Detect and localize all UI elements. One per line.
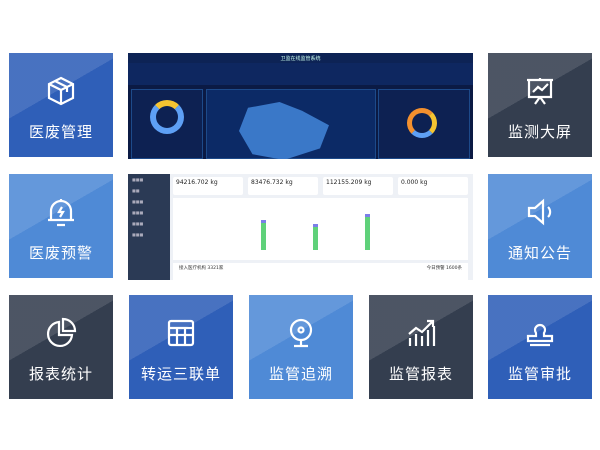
stat-unit: kg	[285, 179, 293, 186]
box-icon	[47, 76, 75, 106]
stat-unit: kg	[364, 179, 372, 186]
speaker-icon	[527, 198, 552, 226]
stat-value: 94216.702	[176, 179, 209, 186]
tile-label: 监管审批	[507, 365, 572, 383]
presentation-chart-icon	[527, 78, 553, 105]
stat-card: 83476.732 kg	[248, 177, 318, 195]
tile-label: 报表统计	[28, 365, 93, 383]
camera-icon	[289, 318, 313, 348]
bar	[261, 220, 266, 250]
tile-transfer-manifest[interactable]: 转运三联单	[129, 295, 233, 399]
stamp-icon	[526, 323, 554, 347]
tile-label: 医废预警	[28, 244, 93, 262]
bar	[365, 214, 370, 250]
stat-card: 94216.702 kg	[173, 177, 243, 195]
tile-label: 通知公告	[507, 244, 572, 262]
dashboard-title: 卫监在线监管系统	[280, 55, 321, 62]
bar	[313, 224, 318, 250]
tile-label: 监管追溯	[268, 365, 333, 383]
institutions-count: 接入医疗机构 3321家	[179, 266, 224, 271]
right-panel	[378, 89, 470, 159]
stat-value: 0.000	[401, 179, 419, 186]
tile-medical-waste-management[interactable]: 医废管理	[9, 53, 113, 157]
alarm-bell-icon	[48, 199, 74, 227]
tile-supervision-trace[interactable]: 监管追溯	[249, 295, 353, 399]
tile-medical-waste-warning[interactable]: 医废预警	[9, 174, 113, 278]
stat-unit: kg	[420, 179, 428, 186]
tile-report-statistics[interactable]: 报表统计	[9, 295, 113, 399]
stat-value: 112155.209	[326, 179, 363, 186]
tile-supervision-approval[interactable]: 监管审批	[488, 295, 592, 399]
stat-unit: kg	[210, 179, 218, 186]
table-grid-icon	[167, 319, 195, 347]
bottom-summary: 接入医疗机构 3321家 今日预警 1600条	[173, 263, 468, 280]
stat-card: 0.000 kg	[398, 177, 468, 195]
tile-supervision-report[interactable]: 监管报表	[369, 295, 473, 399]
tile-label: 监管报表	[388, 365, 453, 383]
sidebar: ■■■ ■■ ■■■ ■■■ ■■■ ■■■	[128, 174, 170, 280]
tile-monitoring-screen[interactable]: 监测大屏	[488, 53, 592, 157]
stat-value: 83476.732	[251, 179, 284, 186]
bar-trend-icon	[408, 319, 436, 346]
tile-label: 监测大屏	[507, 123, 572, 141]
left-panel	[131, 89, 203, 159]
bar-chart-preview	[173, 198, 468, 260]
map-panel	[206, 89, 376, 159]
tile-label: 转运三联单	[140, 365, 221, 383]
admin-preview-screenshot[interactable]: ■■■ ■■ ■■■ ■■■ ■■■ ■■■ 94216.702 kg 83476.732…	[128, 174, 473, 280]
donut-chart	[407, 108, 437, 138]
pie-chart-icon	[46, 317, 77, 348]
region-map	[239, 102, 329, 159]
stat-card: 112155.209 kg	[323, 177, 393, 195]
donut-chart	[150, 100, 184, 134]
warnings-count: 今日预警 1600条	[426, 266, 462, 271]
tile-label: 医废管理	[28, 123, 93, 141]
tile-notice[interactable]: 通知公告	[488, 174, 592, 278]
dashboard-preview-screenshot[interactable]: 卫监在线监管系统	[128, 53, 473, 159]
